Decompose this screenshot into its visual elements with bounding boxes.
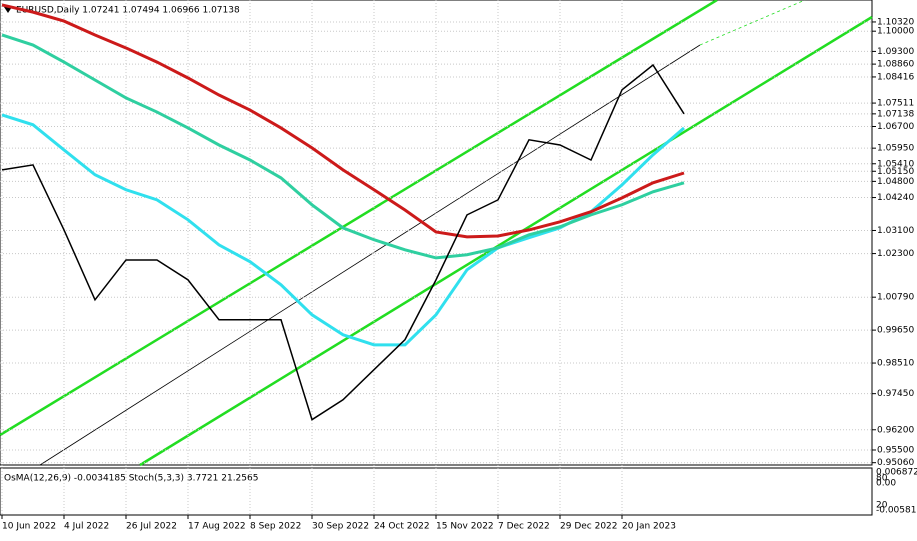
y-tick-label: 0.97450 (877, 389, 914, 399)
x-tick-label: 26 Jul 2022 (126, 522, 177, 532)
collapse-icon (4, 7, 12, 13)
y-tick-label: 1.02300 (877, 249, 914, 259)
x-tick-label: 17 Aug 2022 (188, 522, 246, 532)
channel-lower (139, 15, 873, 467)
y-tick-label: 0.95060 (877, 458, 914, 468)
x-tick-label: 10 Jun 2022 (2, 522, 56, 532)
x-tick-label: 24 Oct 2022 (374, 522, 430, 532)
x-tick-label: 7 Dec 2022 (498, 522, 550, 532)
x-tick-label: 4 Jul 2022 (64, 522, 109, 532)
y-tick-label: 1.04800 (877, 177, 914, 187)
y-tick-label: 0.96200 (877, 425, 914, 435)
y-tick-label: 1.06700 (877, 122, 914, 132)
y-tick-label: 1.08860 (877, 60, 914, 70)
y-tick-label: 1.05410 (877, 159, 914, 169)
indicator-axis-label: 0.00 (876, 479, 896, 489)
indicator-label: OsMA(12,26,9) -0.0034185 Stoch(5,3,3) 3.… (4, 474, 258, 484)
y-tick-label: 1.10000 (877, 27, 914, 37)
indicator-axis-label: 20 (876, 501, 888, 511)
channel-upper (0, 0, 718, 437)
series-line (1, 33, 685, 260)
y-tick-label: 1.05950 (877, 144, 914, 154)
indicator-axis-label: -0.005812 (876, 506, 917, 516)
series-line (1, 3, 685, 239)
channel-mid (39, 44, 701, 466)
y-tick-label: 1.09300 (877, 47, 914, 57)
y-tick-label: 1.07511 (877, 99, 914, 109)
x-tick-label: 30 Sep 2022 (312, 522, 369, 532)
series-line (1, 113, 685, 347)
y-tick-label: 0.99650 (877, 326, 914, 336)
chart-title: EURUSD,Daily 1.07241 1.07494 1.06966 1.0… (16, 6, 240, 16)
series-line (1, 63, 685, 421)
indicator-axis-label: 80 (876, 474, 888, 484)
y-tick-label: 1.04240 (877, 193, 914, 203)
x-tick-label: 20 Jan 2023 (622, 522, 676, 532)
x-tick-label: 15 Nov 2022 (436, 522, 494, 532)
y-tick-label: 0.95500 (877, 445, 914, 455)
x-tick-label: 8 Sep 2022 (250, 522, 301, 532)
y-tick-label: 1.07138 (877, 109, 914, 119)
y-tick-label: 1.10320 (877, 17, 914, 27)
y-tick-label: 0.98510 (877, 359, 914, 369)
channel-extension (699, 0, 806, 46)
y-tick-label: 1.03100 (877, 226, 914, 236)
y-tick-label: 1.05150 (877, 167, 914, 177)
indicator-axis-label: 0.0068723 (876, 468, 917, 478)
y-tick-label: 1.00790 (877, 293, 914, 303)
x-tick-label: 29 Dec 2022 (560, 522, 618, 532)
y-tick-label: 1.08416 (877, 72, 914, 82)
